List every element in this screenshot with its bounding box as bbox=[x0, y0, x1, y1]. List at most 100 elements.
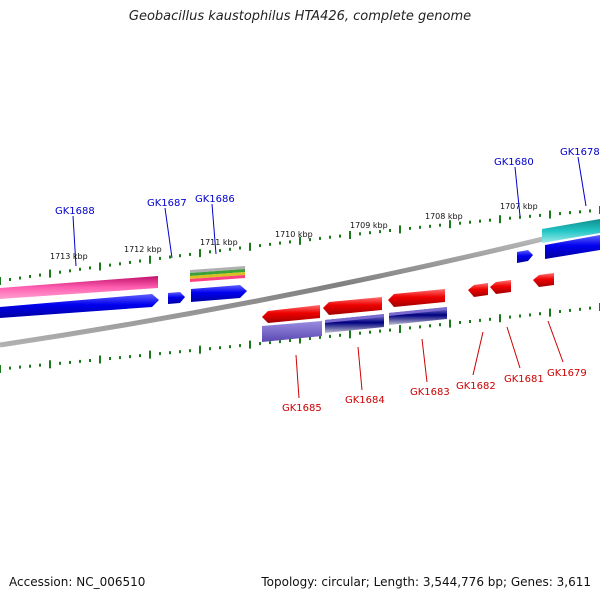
gene-label-gk1687[interactable]: GK1687 bbox=[147, 198, 187, 209]
scale-top-tick bbox=[109, 263, 111, 267]
feature-gk1679[interactable] bbox=[533, 273, 554, 287]
scale-bottom-tick bbox=[129, 355, 131, 359]
scale-top-tick bbox=[419, 225, 421, 229]
scale-top-tick bbox=[79, 267, 81, 271]
scale-top-tick bbox=[289, 240, 291, 244]
scale-top-tick bbox=[89, 266, 91, 270]
feature-gk1680[interactable] bbox=[517, 250, 533, 263]
scale-top-tick bbox=[239, 246, 241, 250]
scale-bottom-tick bbox=[319, 335, 321, 339]
scale-bottom-tick bbox=[9, 366, 11, 370]
feature-gk1678[interactable] bbox=[545, 235, 600, 259]
leader-gk1688 bbox=[72, 215, 77, 267]
scale-top-tick bbox=[529, 214, 531, 218]
scale-top-tick bbox=[509, 216, 511, 220]
scale-top-tick bbox=[0, 277, 1, 285]
scale-top-tick bbox=[299, 236, 301, 245]
scale-top-tick bbox=[49, 269, 51, 278]
scale-bottom-tick bbox=[39, 363, 41, 367]
scale-bottom-tick bbox=[49, 360, 51, 369]
scale-top-tick bbox=[199, 249, 201, 258]
scale-top-tick bbox=[9, 278, 11, 281]
scale-top-tick bbox=[159, 256, 161, 260]
feature-gk1678-cyan[interactable] bbox=[542, 219, 600, 243]
leader-gk1682 bbox=[472, 331, 484, 376]
scale-label-1710: 1710 kbp bbox=[275, 230, 313, 239]
scale-top-tick bbox=[259, 244, 261, 248]
scale-top-tick bbox=[589, 209, 591, 213]
gene-label-gk1681[interactable]: GK1681 bbox=[504, 374, 544, 385]
scale-bottom-tick bbox=[29, 364, 31, 368]
scale-top-tick bbox=[559, 212, 561, 216]
gene-label-gk1678[interactable]: GK1678 bbox=[560, 147, 600, 158]
scale-bottom-tick bbox=[189, 349, 191, 353]
scale-bottom-tick bbox=[409, 326, 411, 330]
genome-summary: Topology: circular; Length: 3,544,776 bp… bbox=[261, 575, 591, 589]
leader-gk1683 bbox=[421, 338, 428, 383]
gene-label-gk1685[interactable]: GK1685 bbox=[282, 403, 322, 414]
feature-gk1683[interactable] bbox=[388, 289, 447, 325]
feature-gk1685[interactable] bbox=[262, 305, 322, 342]
scale-bottom-tick bbox=[209, 347, 211, 351]
gene-label-gk1684[interactable]: GK1684 bbox=[345, 395, 385, 406]
scale-bottom-tick bbox=[459, 321, 461, 324]
gene-label-gk1682[interactable]: GK1682 bbox=[456, 381, 496, 392]
scale-top-tick bbox=[469, 220, 471, 224]
leader-gk1680 bbox=[514, 166, 521, 217]
scale-bottom-tick bbox=[579, 307, 581, 311]
scale-bottom-tick bbox=[219, 346, 221, 350]
scale-bottom-tick bbox=[19, 365, 21, 369]
feature-gk1688[interactable] bbox=[0, 294, 159, 318]
scale-bottom-tick bbox=[279, 340, 281, 344]
scale-top-tick bbox=[249, 242, 251, 251]
gene-label-gk1686[interactable]: GK1686 bbox=[195, 194, 235, 205]
feature-gk1686-stack[interactable] bbox=[190, 266, 245, 282]
scale-bottom-tick bbox=[109, 357, 111, 360]
scale-bottom-tick bbox=[449, 319, 451, 328]
scale-top-tick bbox=[479, 219, 481, 223]
feature-gk1684[interactable] bbox=[323, 297, 384, 333]
scale-top-tick bbox=[19, 276, 21, 280]
scale-bottom-tick bbox=[379, 329, 381, 333]
scale-top-tick bbox=[269, 242, 271, 246]
scale-bottom-tick bbox=[539, 312, 541, 316]
scale-top-tick bbox=[339, 234, 341, 238]
scale-top-tick bbox=[319, 236, 321, 240]
scale-top-tick bbox=[369, 231, 371, 235]
scale-top-tick bbox=[539, 213, 541, 217]
scale-top-tick bbox=[389, 229, 391, 232]
scale-top-tick bbox=[409, 226, 411, 230]
scale-bottom-tick bbox=[469, 320, 471, 323]
scale-bottom-tick bbox=[569, 308, 571, 312]
scale-bottom-tick bbox=[499, 314, 501, 323]
leader-gk1685 bbox=[295, 354, 300, 399]
scale-top-tick bbox=[119, 262, 121, 266]
scale-bottom-tick bbox=[249, 340, 251, 349]
feature-gk1686[interactable] bbox=[191, 285, 247, 302]
scale-top-tick bbox=[209, 250, 211, 254]
scale-top-tick bbox=[449, 220, 451, 229]
feature-gk1682[interactable] bbox=[468, 283, 488, 297]
scale-top-tick bbox=[69, 269, 71, 273]
scale-bottom-tick bbox=[119, 356, 121, 360]
scale-bottom-tick bbox=[229, 345, 231, 349]
scale-top-tick bbox=[499, 215, 501, 224]
leader-gk1681 bbox=[506, 326, 521, 369]
scale-top-tick bbox=[129, 260, 131, 264]
gene-label-gk1680[interactable]: GK1680 bbox=[494, 157, 534, 168]
feature-gk1681[interactable] bbox=[490, 280, 511, 294]
gene-label-gk1688[interactable]: GK1688 bbox=[55, 206, 95, 217]
scale-label-1713: 1713 kbp bbox=[50, 252, 88, 261]
scale-bottom-tick bbox=[399, 325, 401, 333]
gene-label-gk1679[interactable]: GK1679 bbox=[547, 368, 587, 379]
scale-bottom-tick bbox=[89, 359, 91, 362]
scale-bottom-tick bbox=[479, 318, 481, 322]
feature-gk1687[interactable] bbox=[168, 292, 185, 304]
scale-bottom-tick bbox=[289, 339, 291, 342]
feature-pink-band[interactable] bbox=[0, 276, 158, 299]
scale-bottom-tick bbox=[419, 325, 421, 329]
gene-label-gk1683[interactable]: GK1683 bbox=[410, 387, 450, 398]
scale-bottom-tick bbox=[439, 323, 441, 327]
scale-label-1708: 1708 kbp bbox=[425, 212, 463, 221]
